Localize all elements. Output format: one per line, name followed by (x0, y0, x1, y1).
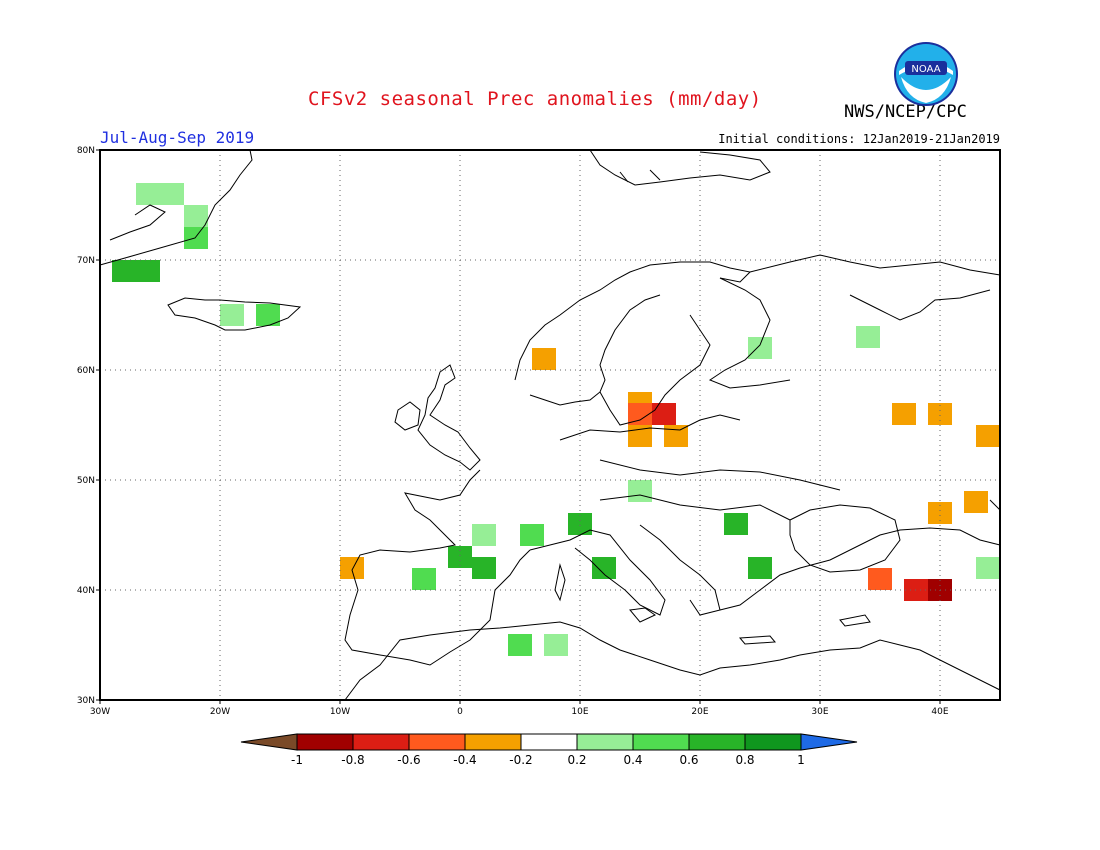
anomaly-cell (448, 546, 472, 568)
colorbar-low-arrow (240, 733, 298, 751)
anomaly-cell (628, 480, 652, 502)
lon-tick-label: 30W (90, 707, 110, 717)
colorbar-segment (296, 733, 354, 751)
colorbar-segment (744, 733, 802, 751)
colorbar-label: 0.4 (623, 753, 642, 767)
agency-label: NWS/NCEP/CPC (844, 102, 967, 122)
colorbar-label: -1 (291, 753, 303, 767)
anomaly-cell (184, 227, 208, 249)
anomaly-cell (652, 403, 676, 425)
anomaly-cell (112, 260, 136, 282)
anomaly-cell (664, 425, 688, 447)
colorbar-segment (520, 733, 578, 751)
anomaly-cell (724, 513, 748, 535)
lon-tick-label: 10W (330, 707, 350, 717)
initial-conditions-label: Initial conditions: 12Jan2019-21Jan2019 (718, 132, 1000, 146)
longitude-tick-labels: 30W 20W 10W 0 10E 20E 30E 40E (90, 700, 949, 717)
lat-tick-label: 30N (77, 696, 95, 706)
anomaly-cell (340, 557, 364, 579)
anomaly-cell (748, 337, 772, 359)
period-label: Jul-Aug-Sep 2019 (100, 128, 255, 147)
coastlines (99, 149, 1001, 701)
colorbar-segment (408, 733, 466, 751)
anomaly-cell (508, 634, 532, 656)
colorbar-label: -0.2 (509, 753, 532, 767)
colorbar-segment (576, 733, 634, 751)
anomaly-cell (592, 557, 616, 579)
anomaly-cell (892, 403, 916, 425)
map-background (100, 150, 1000, 700)
lon-tick-label: 20W (210, 707, 230, 717)
lon-tick-label: 30E (811, 707, 828, 717)
anomaly-cell (412, 568, 436, 590)
chart-title: CFSv2 seasonal Prec anomalies (mm/day) (308, 88, 762, 110)
lat-tick-label: 40N (77, 586, 95, 596)
colorbar-segment (688, 733, 746, 751)
lat-tick-label: 70N (77, 256, 95, 266)
lon-tick-label: 0 (457, 707, 463, 717)
lon-tick-label: 40E (931, 707, 948, 717)
anomaly-cell (472, 524, 496, 546)
anomaly-cell (856, 326, 880, 348)
anomaly-cell (928, 403, 952, 425)
lon-tick-label: 20E (691, 707, 708, 717)
colorbar-segment (632, 733, 690, 751)
colorbar-label: -0.4 (453, 753, 476, 767)
anomaly-cell (868, 568, 892, 590)
lat-tick-label: 50N (77, 476, 95, 486)
anomaly-cell (748, 557, 772, 579)
colorbar-label: -0.6 (397, 753, 420, 767)
anomaly-cell (964, 491, 988, 513)
colorbar-label: -0.8 (341, 753, 364, 767)
anomaly-cell (220, 304, 244, 326)
lon-tick-label: 10E (571, 707, 588, 717)
colorbar (240, 733, 858, 751)
latitude-tick-labels: 80N 70N 60N 50N 40N 30N (77, 146, 100, 706)
colorbar-label: 0.8 (735, 753, 754, 767)
anomaly-cell (472, 557, 496, 579)
anomaly-cell (976, 557, 1000, 579)
logo-text: NOAA (911, 64, 940, 75)
anomaly-cell (976, 425, 1000, 447)
anomaly-cell (568, 513, 592, 535)
colorbar-high-arrow (800, 733, 858, 751)
anomaly-cell (136, 183, 160, 205)
lat-tick-label: 60N (77, 366, 95, 376)
anomaly-cell (628, 403, 652, 425)
anomaly-cell (136, 260, 160, 282)
map-frame (99, 149, 1001, 701)
colorbar-segment (464, 733, 522, 751)
anomaly-cell (160, 183, 184, 205)
colorbar-segment (352, 733, 410, 751)
noaa-logo: NOAA (894, 42, 958, 106)
anomaly-cell (532, 348, 556, 370)
anomaly-cell (928, 502, 952, 524)
colorbar-labels: -1 -0.8 -0.6 -0.4 -0.2 0.2 0.4 0.6 0.8 1 (291, 753, 805, 767)
colorbar-label: 0.2 (567, 753, 586, 767)
anomaly-cells (112, 183, 1000, 656)
anomaly-cell (520, 524, 544, 546)
anomaly-cell (256, 304, 280, 326)
colorbar-label: 0.6 (679, 753, 698, 767)
colorbar-label: 1 (797, 753, 805, 767)
anomaly-cell (544, 634, 568, 656)
anomaly-cell (184, 205, 208, 227)
map-gridlines (100, 150, 1000, 700)
lat-tick-label: 80N (77, 146, 95, 156)
